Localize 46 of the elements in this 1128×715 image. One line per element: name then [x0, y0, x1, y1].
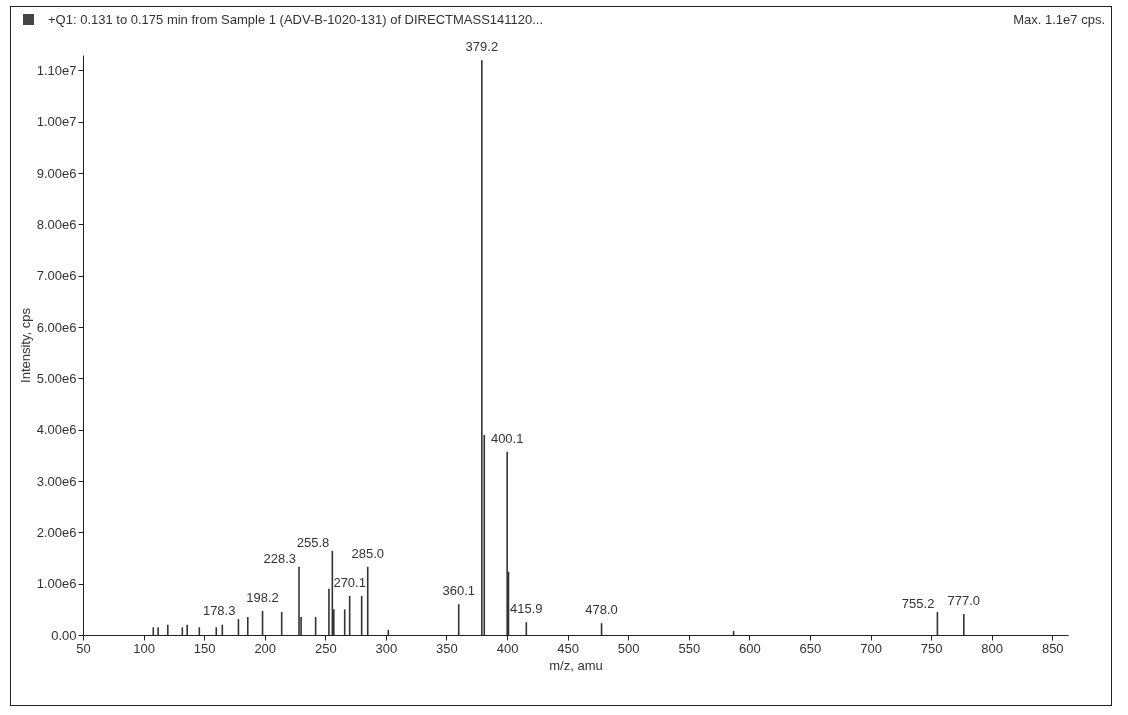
y-axis-title: Intensity, cps: [17, 307, 33, 383]
annotation: 255.8: [296, 534, 330, 550]
annotation: 285.0: [351, 545, 384, 561]
y-tick-label: 1.00e7: [36, 114, 77, 130]
x-tick-label: 800: [981, 640, 1004, 656]
annotation: 360.1: [442, 583, 475, 599]
x-tick-label: 400: [496, 640, 519, 656]
x-tick-label: 650: [799, 640, 822, 656]
y-tick-label: 4.00e6: [36, 422, 77, 438]
x-tick-label: 100: [133, 640, 155, 656]
annotation: 777.0: [947, 592, 981, 608]
y-tick-label: 2.00e6: [36, 524, 77, 540]
x-tick-label: 300: [375, 640, 398, 656]
y-tick-label: 6.00e6: [36, 319, 77, 335]
x-tick-label: 600: [739, 640, 761, 656]
y-tick-label: 9.00e6: [36, 165, 77, 181]
annotation: 198.2: [246, 589, 279, 605]
annotation: 755.2: [901, 595, 935, 611]
x-tick-label: 200: [254, 640, 277, 656]
y-tick-label: 1.10e7: [36, 62, 77, 78]
annotation: 270.1: [333, 574, 366, 590]
y-tick-label: 3.00e6: [36, 473, 77, 489]
x-tick-label: 250: [314, 640, 337, 656]
annotation: 478.0: [585, 602, 618, 618]
x-tick-label: 500: [617, 640, 640, 656]
annotation: 178.3: [202, 603, 236, 619]
x-tick-label: 450: [557, 640, 579, 656]
y-tick-label: 7.00e6: [36, 268, 77, 284]
x-tick-label: 550: [678, 640, 701, 656]
annotation: 379.2: [465, 39, 499, 55]
y-tick-label: 1.00e6: [36, 576, 77, 592]
x-axis-title: m/z, amu: [549, 657, 603, 673]
x-tick-label: 150: [193, 640, 216, 656]
x-tick-label: 350: [436, 640, 458, 656]
annotation: 228.3: [263, 550, 297, 566]
y-tick-label: 0.00: [51, 627, 77, 643]
annotation: 400.1: [490, 430, 524, 446]
y-tick-label: 8.00e6: [36, 216, 77, 232]
chart-title: +Q1: 0.131 to 0.175 min from Sample 1 (ADV-B-1020-131) of DIRECTMASS141120...: [48, 11, 544, 27]
annotation: 415.9: [510, 601, 543, 617]
x-tick-label: 50: [76, 640, 91, 656]
x-tick-label: 750: [920, 640, 943, 656]
y-tick-label: 5.00e6: [36, 370, 77, 386]
x-tick-label: 700: [860, 640, 882, 656]
chart-subtitle: Max. 1.1e7 cps.: [1013, 11, 1105, 27]
x-tick-label: 850: [1041, 640, 1064, 656]
